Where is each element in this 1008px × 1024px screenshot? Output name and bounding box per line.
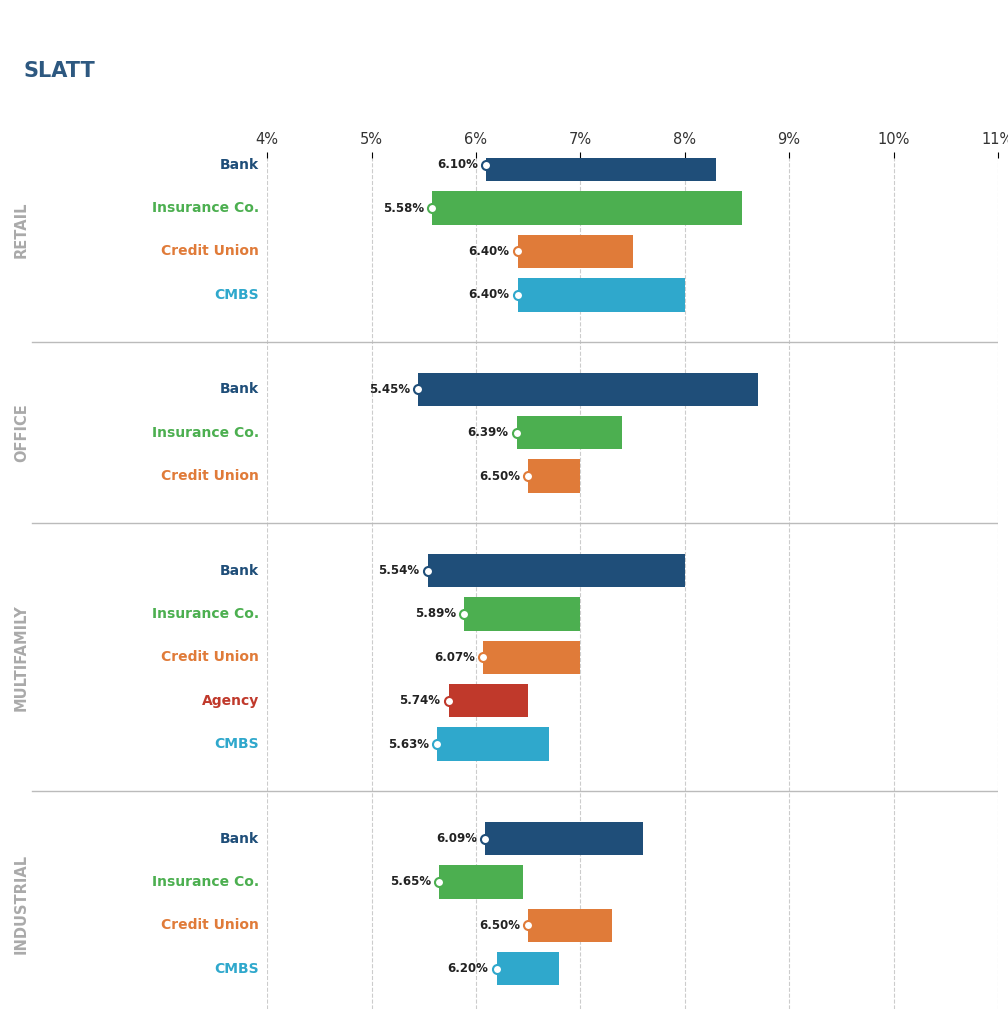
Text: Bank: Bank <box>220 158 259 172</box>
Text: SLATT: SLATT <box>23 60 95 81</box>
Text: 6.10%: 6.10% <box>437 159 478 171</box>
Bar <box>486 148 716 181</box>
Text: INTEREST RATE RANGES: INTEREST RATE RANGES <box>672 22 993 46</box>
Text: Bank: Bank <box>220 563 259 578</box>
Text: OFFICE: OFFICE <box>14 403 29 462</box>
Text: Insurance Co.: Insurance Co. <box>152 426 259 439</box>
Bar <box>437 727 549 761</box>
Bar <box>528 460 581 493</box>
Text: 6.39%: 6.39% <box>468 426 508 439</box>
Bar <box>439 865 523 899</box>
Text: 6.07%: 6.07% <box>434 651 475 664</box>
Bar <box>418 373 758 407</box>
Text: Credit Union: Credit Union <box>161 650 259 665</box>
Bar <box>432 191 742 225</box>
Text: 6.20%: 6.20% <box>448 963 489 975</box>
Text: Bank: Bank <box>220 831 259 846</box>
Text: 5.63%: 5.63% <box>388 737 429 751</box>
Text: Agency: Agency <box>202 693 259 708</box>
Text: CAPITAL: CAPITAL <box>129 56 203 74</box>
Bar <box>427 554 684 587</box>
Text: INDUSTRIAL: INDUSTRIAL <box>14 854 29 953</box>
Text: Bank: Bank <box>220 382 259 396</box>
Text: 5.54%: 5.54% <box>378 564 419 578</box>
Bar <box>528 908 612 942</box>
Bar <box>518 234 632 268</box>
Text: 6.50%: 6.50% <box>479 470 520 482</box>
Text: 5.45%: 5.45% <box>369 383 410 396</box>
Bar <box>449 684 528 718</box>
Bar <box>517 416 622 450</box>
Text: Insurance Co.: Insurance Co. <box>152 874 259 889</box>
Text: Insurance Co.: Insurance Co. <box>152 201 259 215</box>
Text: 5.89%: 5.89% <box>415 607 456 621</box>
Text: 5.74%: 5.74% <box>399 694 440 708</box>
Text: Credit Union: Credit Union <box>161 469 259 483</box>
Text: RETAIL: RETAIL <box>14 202 29 258</box>
Bar <box>465 597 581 631</box>
Bar <box>485 822 643 855</box>
Text: MULTIFAMILY: MULTIFAMILY <box>14 604 29 711</box>
Bar <box>18 9 117 103</box>
Bar <box>518 279 684 311</box>
Text: 5.65%: 5.65% <box>390 876 431 889</box>
Text: 6.40%: 6.40% <box>469 245 509 258</box>
Text: 5.58%: 5.58% <box>383 202 423 215</box>
Text: 6.09%: 6.09% <box>436 833 477 845</box>
Bar <box>497 952 559 985</box>
Text: Credit Union: Credit Union <box>161 245 259 258</box>
Text: 6.50%: 6.50% <box>479 919 520 932</box>
Text: Insurance Co.: Insurance Co. <box>152 607 259 621</box>
Text: 6.40%: 6.40% <box>469 289 509 301</box>
Bar <box>483 641 581 674</box>
Text: Credit Union: Credit Union <box>161 919 259 932</box>
Text: PERM FINANCING QUOTES - PAST 90 DAYS: PERM FINANCING QUOTES - PAST 90 DAYS <box>670 73 993 88</box>
Text: CMBS: CMBS <box>215 737 259 751</box>
Text: CMBS: CMBS <box>215 962 259 976</box>
Text: CMBS: CMBS <box>215 288 259 302</box>
